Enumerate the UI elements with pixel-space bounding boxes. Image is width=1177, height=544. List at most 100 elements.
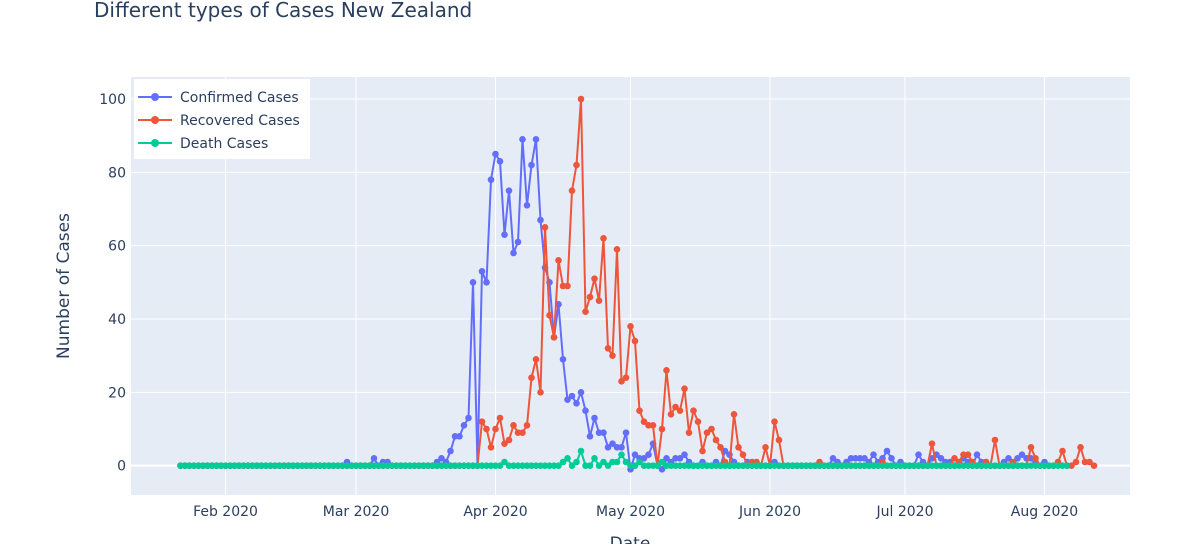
data-point-confirmed[interactable]	[883, 447, 891, 455]
data-point-recovered[interactable]	[595, 297, 603, 304]
data-point-death[interactable]	[654, 462, 661, 469]
data-point-recovered[interactable]	[694, 418, 702, 425]
data-point-recovered[interactable]	[991, 436, 999, 444]
data-point-recovered[interactable]	[775, 436, 783, 444]
data-point-recovered[interactable]	[573, 161, 580, 169]
data-point-death[interactable]	[1063, 462, 1071, 469]
data-point-recovered[interactable]	[510, 422, 517, 429]
data-point-recovered[interactable]	[951, 455, 958, 462]
data-point-recovered[interactable]	[537, 389, 544, 396]
data-point-confirmed[interactable]	[483, 279, 490, 286]
data-point-confirmed[interactable]	[514, 238, 522, 246]
legend-item-confirmed[interactable]: Confirmed Cases	[138, 90, 299, 106]
data-point-death[interactable]	[501, 458, 508, 466]
data-point-recovered[interactable]	[762, 444, 769, 451]
data-point-recovered[interactable]	[519, 429, 526, 436]
data-point-confirmed[interactable]	[1005, 455, 1012, 462]
data-point-death[interactable]	[636, 458, 643, 466]
data-point-death[interactable]	[568, 462, 576, 469]
data-point-death[interactable]	[577, 447, 585, 455]
data-point-confirmed[interactable]	[622, 429, 630, 436]
data-point-confirmed[interactable]	[532, 136, 540, 143]
data-point-confirmed[interactable]	[528, 161, 535, 169]
data-point-recovered[interactable]	[631, 337, 639, 345]
data-point-recovered[interactable]	[501, 440, 508, 447]
data-point-recovered[interactable]	[550, 334, 558, 341]
legend-item-death[interactable]: Death Cases	[138, 136, 268, 152]
data-point-recovered[interactable]	[591, 275, 598, 282]
data-point-confirmed[interactable]	[1018, 451, 1026, 458]
data-point-recovered[interactable]	[1072, 458, 1080, 466]
data-point-recovered[interactable]	[1059, 447, 1066, 455]
data-point-confirmed[interactable]	[582, 407, 589, 414]
data-point-confirmed[interactable]	[568, 392, 576, 400]
data-point-confirmed[interactable]	[505, 187, 513, 194]
data-point-recovered[interactable]	[586, 293, 594, 301]
data-point-confirmed[interactable]	[519, 136, 526, 143]
legend-item-recovered[interactable]: Recovered Cases	[138, 113, 300, 129]
data-point-recovered[interactable]	[609, 352, 616, 359]
data-point-death[interactable]	[604, 462, 612, 469]
data-point-recovered[interactable]	[568, 187, 576, 194]
data-point-confirmed[interactable]	[456, 433, 463, 440]
data-point-recovered[interactable]	[618, 378, 625, 385]
data-point-confirmed[interactable]	[469, 279, 477, 286]
data-point-confirmed[interactable]	[645, 451, 652, 458]
data-point-death[interactable]	[622, 458, 630, 466]
data-point-confirmed[interactable]	[663, 455, 670, 462]
data-point-recovered[interactable]	[505, 436, 513, 444]
data-point-recovered[interactable]	[640, 418, 648, 425]
data-point-death[interactable]	[586, 462, 594, 469]
data-point-recovered[interactable]	[1077, 444, 1084, 451]
data-point-recovered[interactable]	[1032, 455, 1039, 462]
data-point-recovered[interactable]	[928, 440, 936, 447]
data-point-confirmed[interactable]	[523, 202, 531, 209]
data-point-recovered[interactable]	[523, 422, 531, 429]
data-point-confirmed[interactable]	[564, 396, 571, 403]
data-point-recovered[interactable]	[564, 282, 571, 290]
data-point-recovered[interactable]	[964, 451, 972, 458]
data-point-recovered[interactable]	[667, 411, 675, 418]
data-point-confirmed[interactable]	[492, 150, 499, 158]
data-point-recovered[interactable]	[487, 444, 495, 451]
data-point-recovered[interactable]	[649, 422, 657, 429]
data-point-confirmed[interactable]	[478, 268, 486, 275]
data-point-death[interactable]	[573, 458, 580, 466]
data-point-recovered[interactable]	[739, 451, 747, 458]
data-point-confirmed[interactable]	[1014, 455, 1021, 462]
data-point-recovered[interactable]	[699, 447, 706, 455]
data-point-recovered[interactable]	[613, 246, 621, 253]
data-point-recovered[interactable]	[555, 257, 562, 264]
data-point-confirmed[interactable]	[829, 455, 837, 462]
data-point-recovered[interactable]	[681, 385, 688, 392]
data-point-confirmed[interactable]	[888, 455, 895, 462]
data-point-recovered[interactable]	[1027, 444, 1035, 451]
data-point-death[interactable]	[618, 451, 625, 458]
data-point-recovered[interactable]	[663, 367, 670, 374]
data-point-recovered[interactable]	[604, 345, 612, 352]
data-point-death[interactable]	[559, 458, 567, 466]
data-point-recovered[interactable]	[496, 414, 504, 422]
data-point-death[interactable]	[595, 462, 603, 469]
data-point-death[interactable]	[496, 462, 504, 469]
data-point-confirmed[interactable]	[676, 455, 684, 462]
data-point-recovered[interactable]	[600, 235, 607, 242]
data-point-confirmed[interactable]	[618, 444, 625, 451]
data-point-recovered[interactable]	[685, 429, 693, 436]
data-point-recovered[interactable]	[577, 95, 585, 103]
data-point-death[interactable]	[555, 462, 562, 469]
data-point-recovered[interactable]	[492, 425, 499, 433]
data-point-recovered[interactable]	[582, 308, 589, 315]
data-point-recovered[interactable]	[703, 429, 711, 436]
data-point-confirmed[interactable]	[937, 455, 945, 462]
data-point-recovered[interactable]	[1086, 458, 1093, 466]
data-point-recovered[interactable]	[708, 425, 715, 433]
data-point-recovered[interactable]	[712, 436, 720, 444]
data-point-confirmed[interactable]	[577, 389, 585, 396]
data-point-confirmed[interactable]	[600, 429, 607, 436]
data-point-recovered[interactable]	[546, 312, 553, 319]
data-point-recovered[interactable]	[532, 356, 540, 363]
data-point-confirmed[interactable]	[609, 440, 616, 447]
data-point-confirmed[interactable]	[370, 455, 378, 462]
data-point-death[interactable]	[591, 455, 598, 462]
